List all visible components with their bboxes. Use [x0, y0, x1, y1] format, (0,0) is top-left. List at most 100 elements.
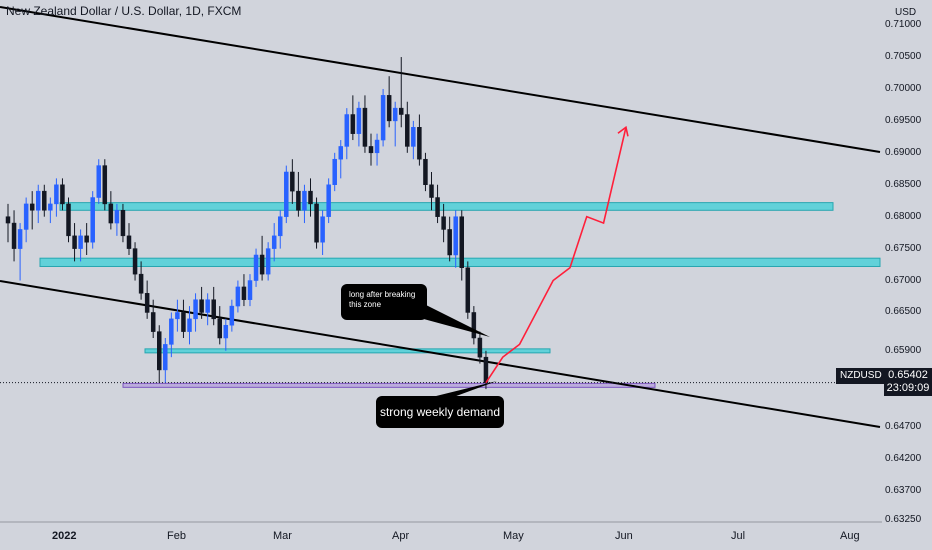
- candle-body-59: [362, 107, 368, 147]
- currency-label: USD: [895, 7, 917, 18]
- candle-body-50: [308, 190, 313, 205]
- price-tick-label: 0.63250: [885, 514, 922, 525]
- price-tick-label: 0.70500: [885, 51, 922, 63]
- candle-body-49: [302, 190, 307, 211]
- candle-body-47: [290, 171, 295, 192]
- candle-body-8: [54, 184, 59, 205]
- symbol-tag: NZDUSD: [836, 368, 886, 384]
- candle-body-69: [423, 158, 428, 186]
- candle-body-60: [368, 146, 374, 154]
- candle-body-18: [114, 210, 120, 224]
- candle-body-39: [241, 286, 247, 300]
- price-tick-label: 0.67500: [885, 242, 922, 254]
- price-tick-label: 0.65900: [885, 344, 922, 356]
- price-tick-label: 0.70000: [885, 82, 922, 94]
- price-tick-label: 0.69000: [885, 146, 922, 158]
- candle-body-29: [181, 312, 186, 332]
- price-tick-label: 0.69500: [885, 114, 922, 126]
- candle-body-22: [138, 273, 144, 294]
- date-tick-label: Feb: [167, 530, 186, 542]
- candle-body-44: [271, 235, 277, 249]
- price-tick-label: 0.63700: [885, 485, 922, 497]
- callout-weekly-demand-text: strong weekly demand: [379, 405, 501, 419]
- price-tick-label: 0.67000: [885, 274, 922, 286]
- countdown-value: 23:09:09: [886, 382, 930, 394]
- callout-breakout-note[interactable]: long after breaking this zone: [341, 284, 427, 320]
- candle-body-7: [48, 203, 53, 211]
- candle-body-72: [441, 216, 446, 230]
- candle-body-4: [29, 203, 35, 211]
- candle-body-34: [211, 299, 216, 320]
- price-tick-label: 0.66500: [885, 306, 922, 318]
- zone-support-2: [144, 348, 551, 354]
- candle-body-41: [253, 254, 259, 281]
- candle-body-70: [429, 184, 434, 198]
- projection-path: [485, 127, 627, 384]
- last-price-value: 0.65402: [888, 369, 928, 381]
- price-tick-label: 0.71000: [885, 19, 922, 31]
- date-tick-label: Aug: [840, 530, 860, 542]
- price-axis-background: [882, 0, 932, 550]
- price-tick-label: 0.64200: [885, 453, 922, 465]
- candle-body-12: [78, 235, 83, 249]
- candle-body-64: [392, 107, 398, 122]
- candle-body-56: [344, 114, 350, 147]
- candle-body-53: [326, 184, 331, 217]
- callout-weekly-demand[interactable]: strong weekly demand: [376, 396, 504, 428]
- candle-body-0: [5, 216, 11, 224]
- candle-body-17: [108, 203, 114, 224]
- candle-body-52: [320, 216, 325, 243]
- candle-body-19: [120, 210, 126, 237]
- candle-body-45: [278, 216, 283, 237]
- plot-background: [0, 0, 882, 550]
- candle-body-33: [205, 299, 210, 313]
- candle-body-36: [223, 324, 229, 339]
- candle-body-71: [435, 197, 440, 217]
- candle-body-26: [163, 344, 168, 371]
- callout-breakout-text: long after breaking this zone: [349, 290, 416, 309]
- candle-body-37: [229, 305, 235, 326]
- channel-upper-line: [0, 6, 881, 153]
- candle-body-76: [465, 267, 471, 313]
- date-tick-label: Apr: [392, 530, 410, 542]
- callout-breakout-pointer: [420, 305, 490, 337]
- candle-body-66: [405, 114, 410, 147]
- candle-body-9: [60, 184, 65, 205]
- date-tick-label: 2022: [52, 530, 77, 542]
- candle-body-62: [380, 95, 386, 141]
- candle-body-40: [247, 280, 253, 300]
- candle-body-1: [11, 222, 17, 249]
- candle-body-63: [386, 95, 392, 122]
- candle-body-79: [483, 356, 489, 383]
- candle-body-77: [471, 312, 477, 339]
- zone-demand-3: [122, 382, 656, 388]
- candle-body-55: [338, 146, 343, 160]
- candle-body-51: [314, 203, 319, 243]
- candle-body-65: [399, 107, 404, 115]
- candle-body-57: [350, 114, 356, 134]
- candle-body-43: [265, 248, 271, 275]
- projection-arrow-head: [617, 125, 629, 137]
- candle-body-74: [453, 216, 458, 256]
- candle-body-16: [102, 165, 108, 205]
- candle-body-23: [144, 293, 150, 313]
- zone-resistance-0: [59, 202, 834, 211]
- candle-body-38: [235, 286, 241, 307]
- candle-body-15: [96, 165, 101, 198]
- price-tick-label: 0.68500: [885, 178, 922, 190]
- candle-body-35: [217, 318, 222, 339]
- price-tick-label: 0.64700: [885, 421, 922, 433]
- candle-body-25: [157, 331, 162, 371]
- candle-body-75: [459, 216, 464, 269]
- candle-body-67: [411, 127, 416, 147]
- candle-body-3: [23, 203, 29, 230]
- candle-body-14: [90, 197, 95, 243]
- date-tick-label: Jun: [615, 530, 633, 542]
- candle-body-27: [169, 318, 174, 345]
- date-tick-label: May: [503, 530, 524, 542]
- price-tick-label: 0.68000: [885, 210, 922, 222]
- date-tick-label: Jul: [731, 530, 746, 542]
- candle-body-10: [66, 203, 71, 237]
